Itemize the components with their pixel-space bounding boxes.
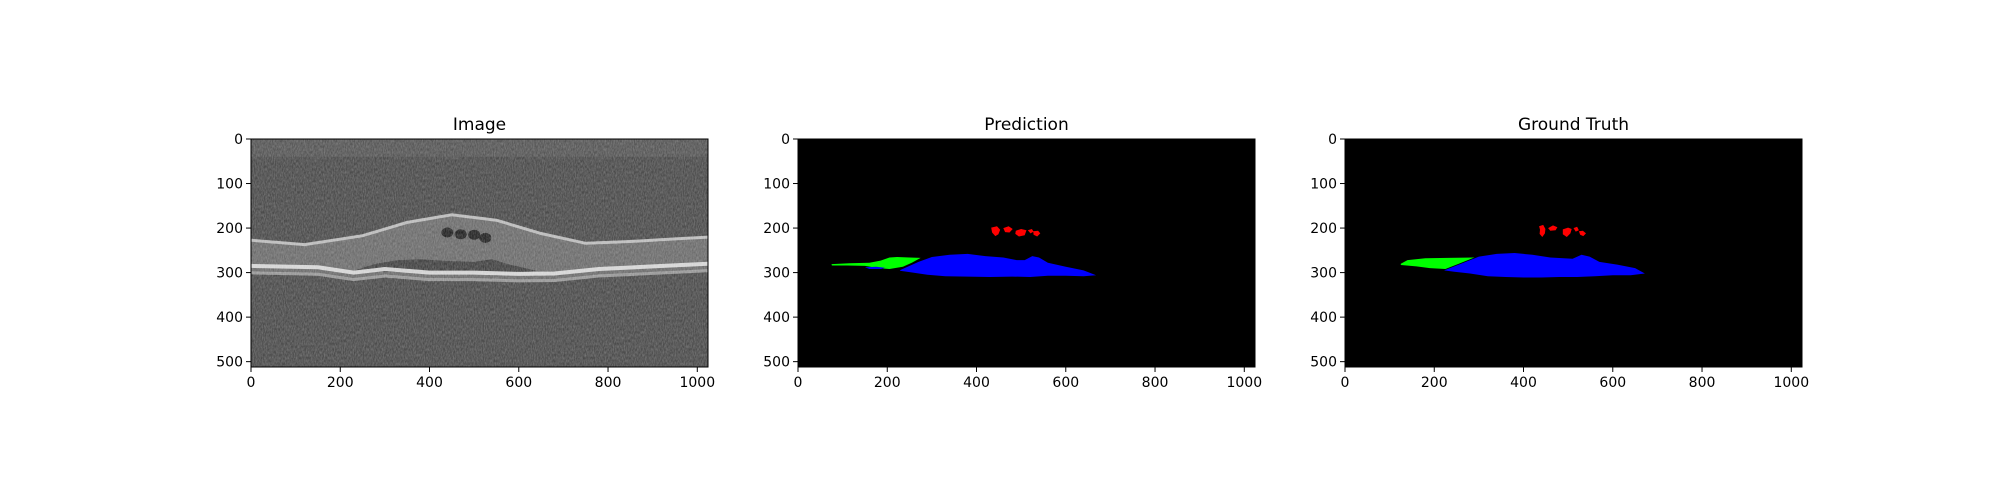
subplot-3: Ground Truth 0 200 400 600 800 1000 0 100 200 300 4… <box>1310 115 1809 391</box>
y-tick-label: 0 <box>234 132 243 148</box>
x-tick-label: 400 <box>963 375 990 391</box>
axes-frame <box>797 138 1256 368</box>
mask-region <box>1003 226 1013 233</box>
y-tick-label: 200 <box>1310 221 1337 237</box>
x-tick-label: 1000 <box>1226 375 1262 391</box>
panel-title: Image <box>453 115 506 135</box>
y-tick-label: 500 <box>763 355 790 371</box>
x-tick-label: 200 <box>1421 375 1448 391</box>
x-tick-label: 800 <box>595 375 622 391</box>
y-tick-label: 500 <box>216 355 243 371</box>
mask-region <box>1444 253 1645 278</box>
y-tick-label: 400 <box>763 310 790 326</box>
y-tick-label: 200 <box>216 221 243 237</box>
y-tick-label: 300 <box>763 266 790 282</box>
y-tick-label: 400 <box>216 310 243 326</box>
mask-region <box>991 226 1001 237</box>
speckle-noise <box>251 139 708 367</box>
mask-background <box>1345 139 1802 367</box>
mask-region <box>899 253 1097 277</box>
x-tick-label: 1000 <box>679 375 715 391</box>
segmentation-mask <box>798 139 1255 367</box>
mask-region <box>1573 226 1579 232</box>
panel-title: Prediction <box>984 115 1068 135</box>
x-tick-label: 0 <box>1341 375 1350 391</box>
x-tick-label: 800 <box>1142 375 1169 391</box>
mask-region <box>1539 224 1546 237</box>
y-tick-label: 300 <box>216 266 243 282</box>
y-tick-label: 300 <box>1310 266 1337 282</box>
segmentation-mask <box>1345 139 1802 367</box>
x-tick-label: 800 <box>1689 375 1716 391</box>
axes-frame <box>1344 138 1803 368</box>
mask-region <box>1027 229 1034 234</box>
mask-region <box>1015 229 1027 237</box>
mask-region <box>1400 257 1475 269</box>
y-tick-label: 200 <box>763 221 790 237</box>
x-tick-label: 400 <box>1510 375 1537 391</box>
mask-region <box>831 257 921 269</box>
y-tick-label: 100 <box>216 177 243 193</box>
mask-region <box>864 266 885 269</box>
mask-region <box>1562 227 1572 237</box>
axes-frame <box>250 138 709 368</box>
x-tick-label: 0 <box>247 375 256 391</box>
x-tick-label: 200 <box>874 375 901 391</box>
mask-background <box>798 139 1255 367</box>
mask-region <box>1033 230 1041 237</box>
x-tick-label: 1000 <box>1773 375 1809 391</box>
y-tick-label: 500 <box>1310 355 1337 371</box>
x-tick-label: 600 <box>1599 375 1626 391</box>
x-tick-label: 600 <box>505 375 532 391</box>
oct-image <box>251 139 708 367</box>
subplot-2: Prediction 0 200 400 600 800 1000 0 100 200 300 400… <box>763 115 1262 391</box>
panel-title: Ground Truth <box>1518 115 1629 135</box>
y-tick-label: 0 <box>781 132 790 148</box>
y-tick-label: 0 <box>1328 132 1337 148</box>
x-tick-label: 600 <box>1052 375 1079 391</box>
x-tick-label: 400 <box>416 375 443 391</box>
subplot-1: Image 0 200 400 600 800 1000 0 100 200 300 400 500 <box>216 115 715 391</box>
x-tick-label: 0 <box>794 375 803 391</box>
y-tick-label: 100 <box>763 177 790 193</box>
x-tick-label: 200 <box>327 375 354 391</box>
y-tick-label: 400 <box>1310 310 1337 326</box>
mask-region <box>1548 225 1558 231</box>
mask-region <box>1578 230 1586 237</box>
y-tick-label: 100 <box>1310 177 1337 193</box>
